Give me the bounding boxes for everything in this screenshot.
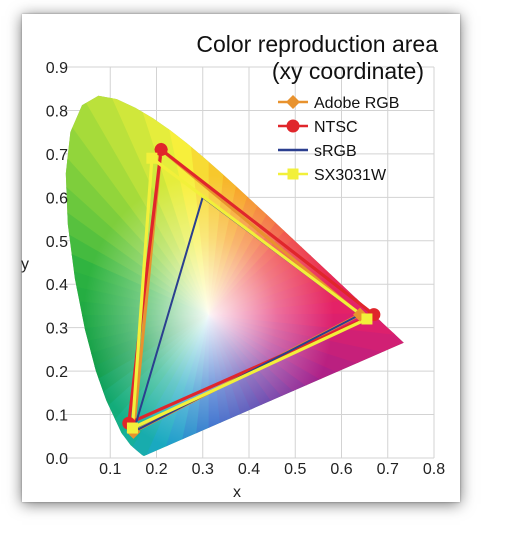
legend-item-sx3031w: SX3031W [278,167,387,184]
gamut-markers [122,142,381,439]
gamut-triangle-ntsc [126,146,377,426]
chart-title-line-2: (xy coordinate) [272,58,424,84]
legend-item-srgb: sRGB [278,143,357,160]
legend-swatch-marker [287,168,299,180]
x-tick-label: 0.6 [330,461,352,478]
marker-sx3031w [126,422,138,434]
legend-label: sRGB [314,143,357,160]
legend-swatch-marker [286,119,300,133]
y-tick-label: 0.5 [46,234,68,251]
y-tick-label: 0.7 [46,147,68,164]
x-tick-label: 0.8 [423,461,445,478]
y-tick-label: 0.2 [46,364,68,381]
legend-item-ntsc: NTSC [278,119,358,136]
x-tick-label: 0.3 [192,461,214,478]
x-axis-label: x [233,484,241,501]
y-tick-label: 0.8 [46,103,68,120]
marker-sx3031w [361,313,373,325]
y-tick-label: 0.9 [46,60,68,77]
legend-swatch-marker [286,95,300,109]
y-tick-label: 0.0 [46,451,68,468]
legend-label: NTSC [314,119,358,136]
x-tick-labels: 0.1 0.2 0.3 0.4 0.5 0.6 0.7 0.8 [99,461,445,478]
y-tick-label: 0.4 [46,277,68,294]
x-tick-label: 0.7 [377,461,399,478]
white-point-glow [83,175,334,456]
x-tick-label: 0.4 [238,461,260,478]
legend: Adobe RGB NTSC sRGB SX3031W [278,95,399,184]
y-tick-label: 0.6 [46,190,68,207]
gamut-triangles [126,146,377,435]
chart-title-line-1: Color reproduction area [196,31,438,57]
y-axis-label: y [21,256,29,273]
x-tick-label: 0.1 [99,461,121,478]
x-tick-label: 0.2 [145,461,167,478]
legend-label: Adobe RGB [314,95,399,112]
legend-item-adobe-rgb: Adobe RGB [278,95,399,112]
marker-ntsc [154,143,168,157]
y-tick-labels: 0.0 0.1 0.2 0.3 0.4 0.5 0.6 0.7 0.8 0.9 [46,60,68,468]
x-tick-label: 0.5 [284,461,306,478]
y-tick-label: 0.3 [46,321,68,338]
legend-label: SX3031W [314,167,387,184]
gamut-triangle-sx3031w [130,155,371,431]
marker-sx3031w [146,152,158,164]
y-tick-label: 0.1 [46,408,68,425]
